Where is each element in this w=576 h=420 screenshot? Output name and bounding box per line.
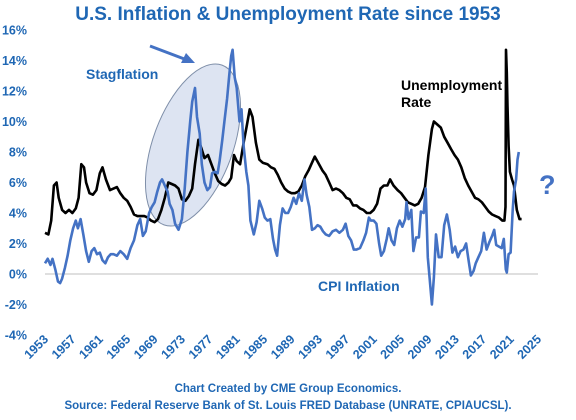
stagflation-arrow [149,44,195,63]
chart-source: Source: Federal Reserve Bank of St. Loui… [64,400,512,412]
y-tick-label: 12% [2,85,27,99]
x-tick-label: 2021 [487,332,517,362]
x-tick-label: 2013 [432,332,462,362]
y-tick-label: -4% [5,329,27,343]
unemployment-label-line1: Unemployment [401,77,502,93]
y-axis: -4% -2% 0% 2% 4% 6% 8% 10% 12% 14% 16% [2,24,27,343]
series-line-unemployment-rate [44,48,522,236]
x-tick-label: 2017 [460,332,490,362]
series-line-cpi-inflation [43,48,521,306]
x-tick-label: 1969 [131,332,161,362]
x-axis: 1953195719611965196919731977198119851989… [22,273,545,362]
chart-credit: Chart Created by CME Group Economics. [174,383,402,395]
stagflation-ellipse [144,63,242,227]
x-tick-label: 2005 [378,332,408,362]
x-tick-label: 1989 [268,332,298,362]
x-tick-label: 1997 [323,332,353,362]
x-tick-label: 1973 [158,332,188,362]
y-tick-label: 2% [9,237,27,251]
x-tick-label: 2025 [515,332,545,362]
x-tick-label: 1965 [104,332,134,362]
stagflation-label: Stagflation [86,66,158,82]
y-tick-label: 8% [9,146,27,160]
chart-title: U.S. Inflation & Unemployment Rate since… [75,4,501,25]
question-mark: ? [539,170,556,200]
x-tick-label: 2009 [405,332,435,362]
x-tick-label: 2001 [350,332,380,362]
x-tick-label: 1977 [186,332,216,362]
y-tick-label: 14% [2,54,27,68]
y-tick-label: 4% [9,207,27,221]
y-tick-label: 0% [9,268,27,282]
x-tick-label: 1993 [295,332,325,362]
x-tick-label: 1981 [213,332,243,362]
x-tick-label: 1985 [241,332,271,362]
x-tick-label: 1961 [76,332,106,362]
y-tick-label: -2% [5,298,27,312]
y-tick-label: 6% [9,176,27,190]
y-tick-label: 16% [2,24,27,38]
cpi-inflation-label: CPI Inflation [318,278,400,294]
y-tick-label: 10% [2,115,27,129]
x-tick-label: 1957 [49,332,79,362]
unemployment-label-line2: Rate [401,94,432,110]
